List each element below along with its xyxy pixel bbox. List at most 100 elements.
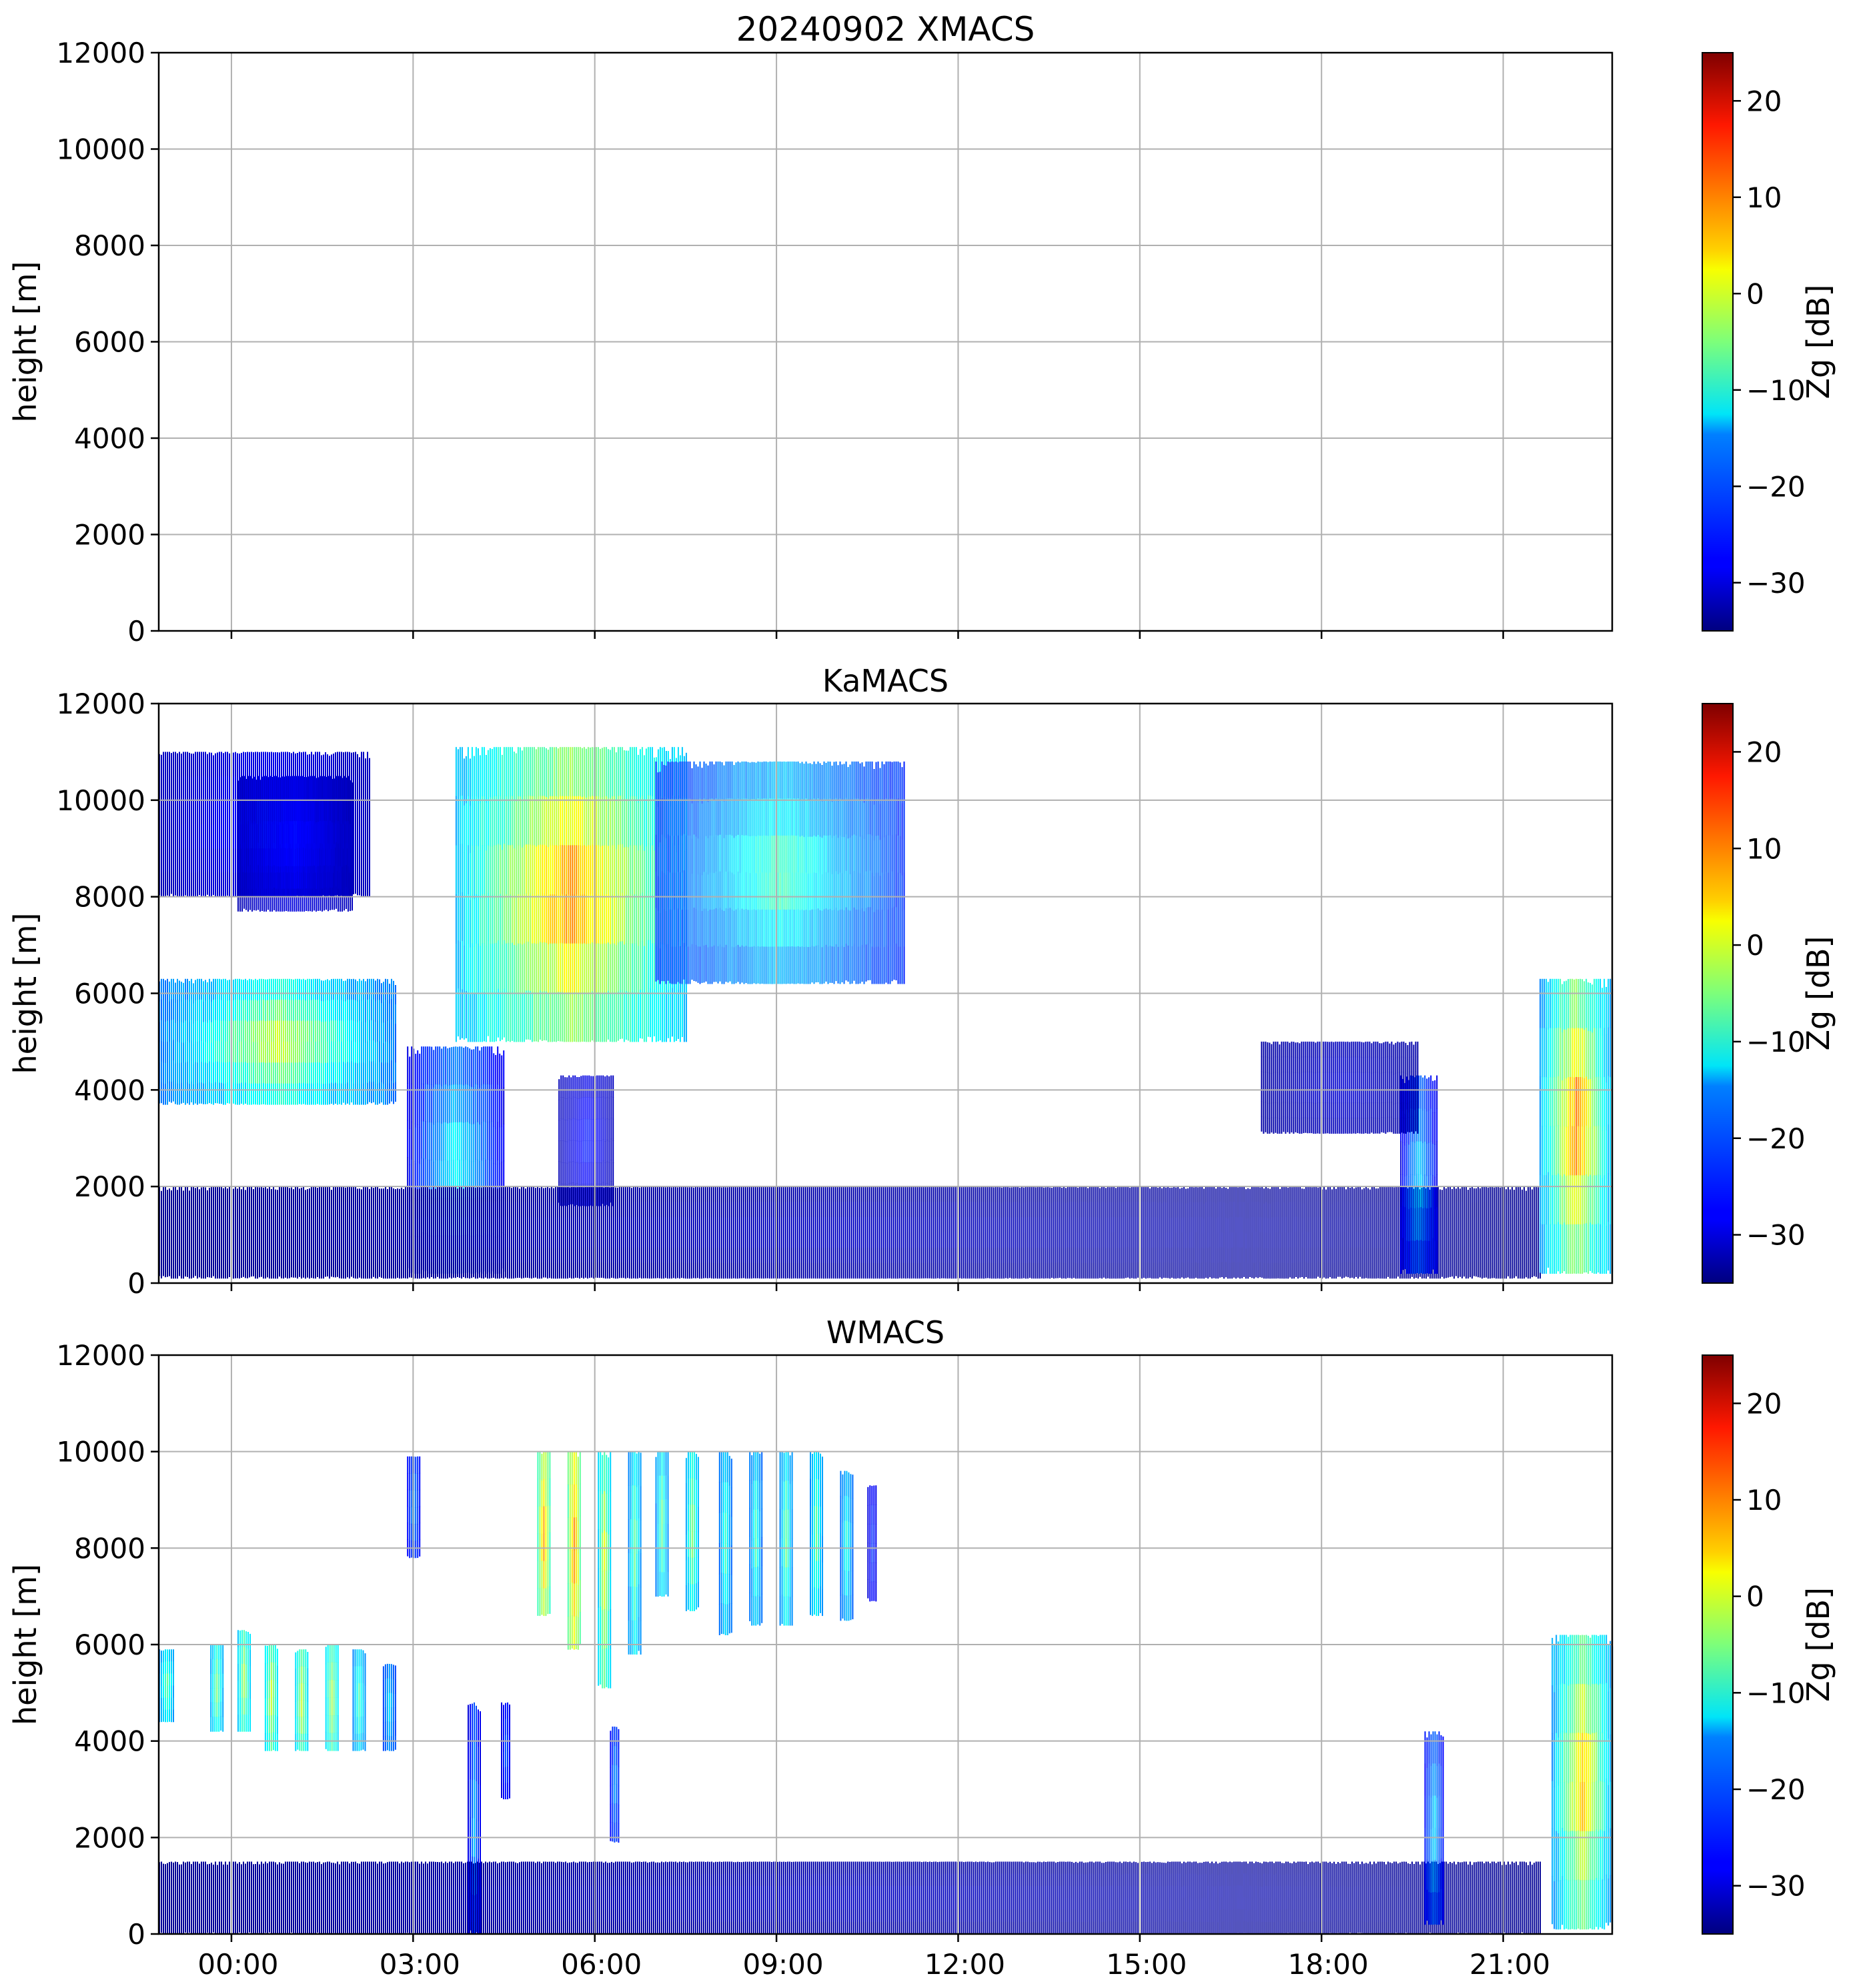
echo-cell: [235, 872, 236, 898]
echo-cell: [599, 798, 601, 847]
echo-cell: [365, 873, 366, 896]
echo-cell: [467, 1262, 468, 1278]
echo-cell: [703, 798, 705, 836]
echo-cell: [293, 1000, 294, 1022]
echo-cell: [491, 944, 493, 994]
echo-cell: [243, 1021, 244, 1042]
echo-cell: [549, 1248, 550, 1263]
echo-cell: [195, 824, 196, 849]
echo-cell: [291, 798, 293, 822]
echo-cell: [373, 1262, 374, 1277]
echo-cell: [167, 1218, 168, 1234]
echo-cell: [551, 796, 553, 846]
echo-cell: [677, 908, 679, 946]
echo-cell: [541, 796, 543, 846]
echo-cell: [521, 1202, 522, 1218]
echo-cell: [253, 1246, 254, 1262]
echo-cell: [223, 1218, 224, 1234]
echo-cell: [377, 1247, 378, 1264]
echo-cell: [571, 992, 573, 1042]
echo-cell: [359, 1203, 360, 1219]
echo-cell: [793, 910, 795, 947]
echo-cell: [161, 1263, 162, 1278]
echo-cell: [537, 943, 539, 993]
echo-cell: [631, 894, 633, 944]
echo-cell: [829, 835, 831, 873]
echo-cell: [588, 1140, 590, 1163]
echo-cell: [663, 801, 665, 838]
echo-cell: [181, 1247, 182, 1264]
echo-cell: [251, 867, 253, 890]
echo-cell: [285, 866, 287, 889]
echo-cell: [369, 758, 370, 782]
echo-cell: [357, 1203, 358, 1219]
echo-cell: [383, 1233, 384, 1249]
echo-cell: [527, 1262, 528, 1278]
echo-cell: [203, 1217, 204, 1233]
echo-cell: [353, 776, 354, 800]
echo-cell: [255, 823, 257, 846]
echo-cell: [592, 1119, 594, 1142]
echo-cell: [489, 1046, 491, 1085]
echo-cell: [529, 1187, 530, 1203]
echo-cell: [461, 1247, 462, 1264]
echo-cell: [407, 1046, 409, 1084]
echo-cell: [257, 1232, 258, 1248]
echo-cell: [785, 872, 787, 910]
echo-cell: [487, 988, 489, 1036]
echo-cell: [217, 776, 218, 801]
echo-cell: [193, 1262, 194, 1278]
echo-cell: [371, 1202, 372, 1218]
echo-cell: [245, 1248, 246, 1264]
echo-cell: [293, 1248, 294, 1263]
echo-cell: [263, 798, 265, 822]
echo-cell: [255, 801, 257, 824]
echo-cell: [604, 1141, 606, 1163]
echo-cell: [467, 845, 469, 895]
echo-cell: [577, 992, 579, 1042]
echo-cell: [381, 1203, 382, 1219]
echo-cell: [419, 1090, 421, 1128]
echo-cell: [285, 1186, 286, 1202]
echo-cell: [539, 1188, 540, 1204]
echo-cell: [553, 943, 555, 993]
echo-cell: [329, 1202, 330, 1218]
echo-cell: [346, 821, 347, 844]
echo-cell: [459, 990, 461, 1040]
echo-cell: [201, 1232, 202, 1248]
echo-cell: [473, 1216, 474, 1232]
echo-cell: [227, 1248, 228, 1264]
echo-cell: [588, 1162, 590, 1185]
echo-cell: [643, 850, 645, 899]
echo-cell: [545, 748, 547, 798]
echo-cell: [193, 754, 194, 778]
echo-cell: [885, 835, 887, 872]
echo-cell: [241, 1204, 242, 1219]
echo-cell: [275, 1189, 276, 1205]
echo-cell: [339, 1062, 340, 1084]
echo-cell: [285, 1217, 286, 1233]
echo-cell: [251, 822, 253, 846]
echo-cell: [801, 836, 803, 873]
echo-cell: [301, 1188, 302, 1204]
echo-cell: [859, 800, 861, 838]
echo-cell: [314, 798, 315, 822]
echo-cell: [801, 909, 803, 947]
echo-cell: [239, 866, 241, 890]
echo-cell: [557, 1217, 558, 1233]
echo-cell: [901, 803, 903, 840]
echo-cell: [179, 1260, 180, 1276]
echo-cell: [679, 994, 681, 1042]
echo-cell: [753, 799, 755, 836]
echo-cell: [417, 1189, 418, 1204]
echo-cell: [201, 752, 202, 777]
echo-cell: [423, 1247, 424, 1263]
echo-cell: [401, 1263, 402, 1279]
echo-cell: [577, 1262, 578, 1278]
echo-cell: [641, 892, 643, 942]
echo-cell: [601, 748, 603, 798]
echo-cell: [685, 946, 687, 984]
echo-cell: [351, 1246, 352, 1262]
echo-cell: [205, 824, 206, 849]
echo-cell: [193, 1186, 194, 1202]
